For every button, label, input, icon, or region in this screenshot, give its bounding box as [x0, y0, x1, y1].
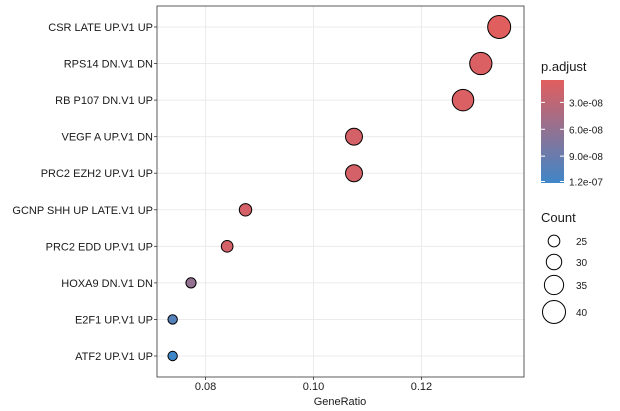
data-point	[345, 127, 363, 146]
y-tick-label: PRC2 EDD UP.V1 UP	[46, 241, 153, 253]
color-legend: p.adjust 3.0e-08 6.0e-08 9.0e-08 1.2e-07	[541, 59, 603, 189]
y-tick-label: RPS14 DN.V1 DN	[64, 59, 153, 71]
x-tick-label: 0.08	[195, 381, 216, 393]
y-tick-label: HOXA9 DN.V1 DN	[61, 278, 153, 290]
size-legend-circle	[542, 300, 566, 324]
x-tick-label: 0.12	[411, 381, 432, 393]
size-legend-items: 25 30 35 40	[542, 234, 588, 324]
size-legend-circle	[547, 234, 561, 248]
size-legend-label: 40	[576, 308, 588, 319]
data-point	[220, 240, 234, 253]
points-layer	[167, 15, 512, 362]
data-point	[185, 277, 197, 289]
color-legend-label: 9.0e-08	[569, 152, 603, 163]
y-tick-label: VEGF A UP.V1 DN	[61, 132, 153, 144]
x-axis-title: GeneRatio	[314, 396, 367, 408]
y-axis-labels: CSR LATE UP.V1 UP RPS14 DN.V1 DN RB P107 D…	[12, 22, 157, 363]
size-legend-circle	[545, 253, 563, 271]
size-legend-label: 30	[576, 258, 588, 269]
y-tick-label: CSR LATE UP.V1 UP	[48, 22, 153, 34]
x-axis: 0.08 0.10 0.12	[195, 377, 432, 393]
x-tick-label: 0.10	[303, 381, 324, 393]
size-legend-title: Count	[541, 210, 576, 225]
data-point	[345, 164, 363, 183]
y-tick-label: E2F1 UP.V1 UP	[75, 314, 153, 326]
color-legend-title: p.adjust	[541, 59, 587, 74]
color-legend-bar	[541, 80, 564, 183]
size-legend-label: 25	[576, 237, 588, 248]
data-point	[167, 314, 178, 325]
y-tick-label: ATF2 UP.V1 UP	[75, 351, 153, 363]
data-point	[451, 88, 475, 112]
data-point	[469, 51, 493, 76]
y-tick-label: PRC2 EZH2 UP.V1 UP	[41, 168, 153, 180]
color-legend-label: 3.0e-08	[569, 98, 603, 109]
y-tick-label: RB P107 DN.V1 UP	[55, 95, 153, 107]
color-legend-label: 6.0e-08	[569, 125, 603, 136]
plot-panel-border	[156, 5, 525, 378]
data-point	[167, 350, 178, 362]
color-legend-ticks: 3.0e-08 6.0e-08 9.0e-08 1.2e-07	[541, 98, 603, 189]
grid-layer	[157, 6, 524, 377]
data-point	[238, 203, 253, 217]
color-legend-label: 1.2e-07	[569, 178, 603, 189]
data-point	[487, 15, 512, 39]
y-tick-label: GCNP SHH UP LATE.V1 UP	[12, 205, 153, 217]
size-legend-circle	[543, 274, 565, 296]
size-legend-label: 35	[576, 281, 588, 292]
size-legend: Count 25 30 35 40	[541, 210, 588, 324]
